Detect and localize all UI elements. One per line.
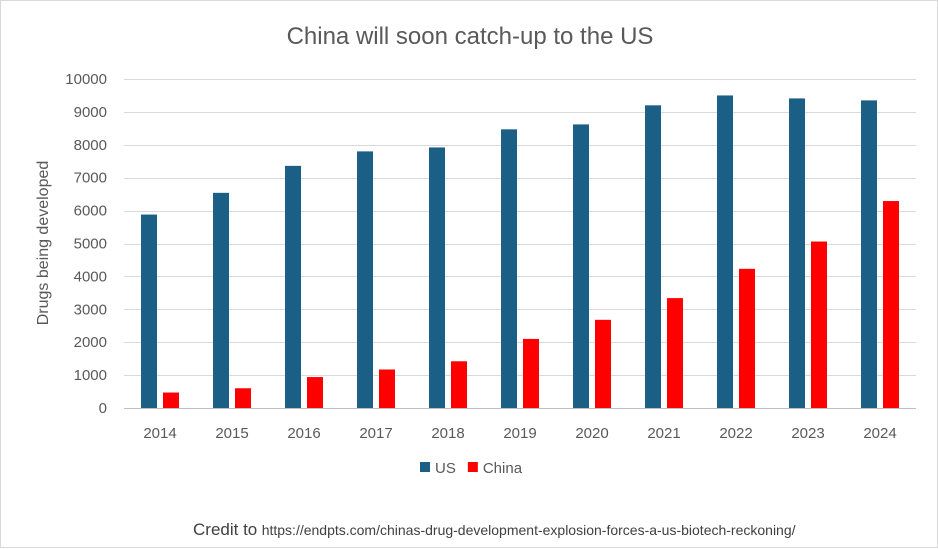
y-tick-label: 7000	[74, 170, 107, 187]
credit-line: Credit to https://endpts.com/chinas-drug…	[193, 520, 796, 540]
bar-china-2015	[235, 388, 251, 408]
chart-title: China will soon catch-up to the US	[287, 23, 654, 50]
y-tick-label: 6000	[74, 203, 107, 220]
x-tick-label: 2014	[143, 425, 176, 442]
bar-china-2014	[163, 392, 179, 408]
y-tick-label: 4000	[74, 268, 107, 285]
bar-us-2019	[501, 129, 517, 408]
bar-us-2022	[717, 95, 733, 408]
x-tick-label: 2022	[719, 425, 752, 442]
bar-china-2021	[667, 298, 683, 408]
x-tick-label: 2019	[503, 425, 536, 442]
x-tick-label: 2023	[791, 425, 824, 442]
y-tick-label: 0	[99, 400, 107, 417]
y-tick-label: 10000	[65, 71, 107, 88]
gridlines	[124, 79, 916, 409]
bar-us-2014	[141, 214, 157, 408]
bar-china-2017	[379, 369, 395, 408]
bar-china-2022	[739, 268, 755, 408]
bar-us-2017	[357, 151, 373, 408]
y-tick-label: 5000	[74, 236, 107, 253]
bar-us-2024	[861, 100, 877, 408]
bar-us-2016	[285, 165, 301, 408]
bar-china-2024	[883, 201, 899, 408]
y-axis-ticks: 0 1000 2000 3000 4000 5000 6000 7000 8000 9000 100…	[65, 71, 107, 417]
y-tick-label: 9000	[74, 104, 107, 121]
x-tick-label: 2015	[215, 425, 248, 442]
x-tick-label: 2021	[647, 425, 680, 442]
bar-china-2016	[307, 377, 323, 408]
x-tick-label: 2017	[359, 425, 392, 442]
bar-us-2015	[213, 192, 229, 408]
x-axis-ticks: 2014 2015 2016 2017 2018 2019 2020 2021 2022 2023…	[143, 425, 896, 442]
y-tick-label: 2000	[74, 334, 107, 351]
bar-us-2018	[429, 147, 445, 408]
legend: US China	[420, 460, 523, 477]
legend-swatch-us	[420, 462, 430, 472]
y-axis-title: Drugs being developed	[35, 161, 52, 326]
y-tick-label: 8000	[74, 137, 107, 154]
credit-url[interactable]: https://endpts.com/chinas-drug-developme…	[261, 522, 796, 538]
legend-swatch-china	[467, 462, 478, 472]
legend-label-china: China	[483, 460, 523, 477]
x-tick-label: 2024	[863, 425, 896, 442]
x-tick-label: 2020	[575, 425, 608, 442]
bar-china-2019	[523, 338, 539, 408]
x-tick-label: 2016	[287, 425, 320, 442]
credit-label: Credit to	[193, 520, 258, 539]
bar-us-2023	[789, 98, 805, 408]
bar-china-2023	[811, 241, 827, 408]
y-tick-label: 1000	[74, 367, 107, 384]
x-tick-label: 2018	[431, 425, 464, 442]
legend-label-us: US	[435, 460, 456, 477]
bar-china-2018	[451, 361, 467, 408]
bar-us-2020	[573, 124, 589, 408]
bars	[141, 95, 899, 408]
y-tick-label: 3000	[74, 301, 107, 318]
bar-china-2020	[595, 319, 611, 408]
bar-us-2021	[645, 105, 661, 408]
